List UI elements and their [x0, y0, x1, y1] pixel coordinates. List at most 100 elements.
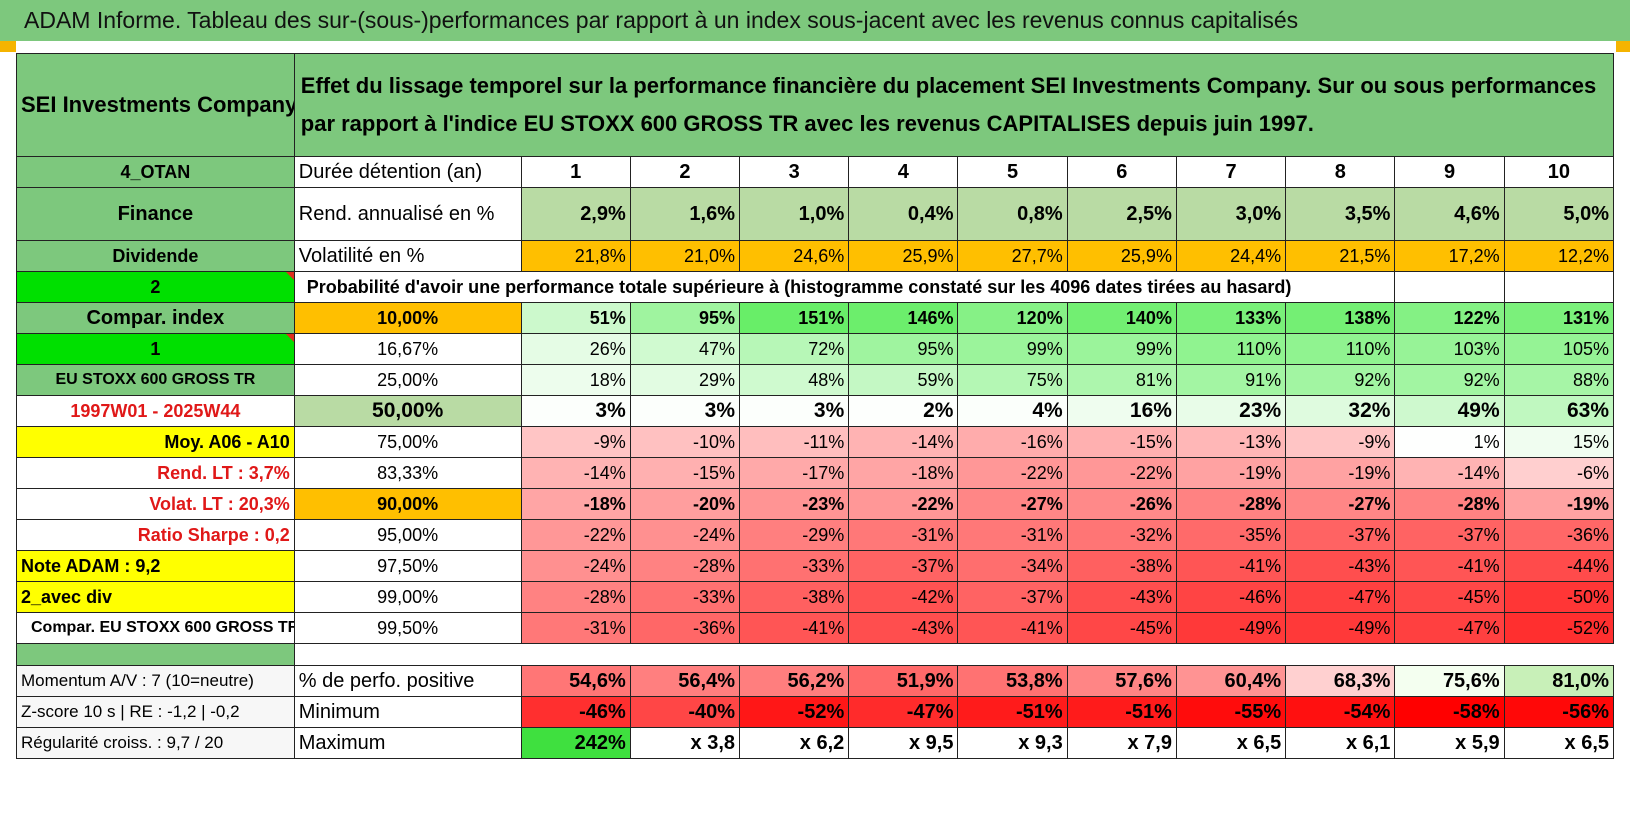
quantile-cell: -19% — [1175, 457, 1287, 489]
quantile-cell: -37% — [1394, 519, 1505, 551]
quantile-cell: -31% — [957, 519, 1068, 551]
quantile-cell: 59% — [848, 364, 959, 396]
corner-marker-left — [0, 41, 16, 52]
quantile-cell: -9% — [1285, 426, 1396, 458]
rend-value: 1,0% — [739, 187, 850, 241]
volat-lt-label: Volat. LT : 20,3% — [16, 488, 295, 520]
quantile-cell: 95% — [848, 333, 959, 365]
rend-value: 0,4% — [848, 187, 959, 241]
volat-value: 12,2% — [1503, 240, 1615, 272]
corner-marker-right — [1616, 41, 1630, 52]
quantile-cell: 63% — [1503, 395, 1615, 427]
quantile-cell: -41% — [1175, 550, 1287, 582]
table-description: Effet du lissage temporel sur la perform… — [293, 53, 1615, 157]
quantile-cell: -29% — [739, 519, 850, 551]
year-header: 9 — [1394, 156, 1505, 188]
maximum-cell: x 6,1 — [1285, 727, 1396, 759]
sector-finance: Finance — [16, 187, 295, 241]
minimum-cell: -47% — [848, 696, 959, 728]
category-otan: 4_OTAN — [16, 156, 295, 188]
selector-one[interactable]: 1 — [16, 333, 295, 365]
quantile-cell: -41% — [1394, 550, 1505, 582]
quantile-cell: -36% — [629, 612, 741, 644]
quantile-cell: -10% — [629, 426, 741, 458]
quantile-cell: -13% — [1175, 426, 1287, 458]
quantile-label: 90,00% — [293, 488, 522, 520]
quantile-label: 83,33% — [293, 457, 522, 489]
dividend-label: Dividende — [16, 240, 295, 272]
quantile-cell: -28% — [629, 550, 741, 582]
quantile-cell: 92% — [1394, 364, 1505, 396]
minimum-cell: -51% — [1066, 696, 1177, 728]
quantile-cell: -38% — [739, 581, 850, 613]
year-header: 5 — [957, 156, 1068, 188]
quantile-cell: -28% — [520, 581, 631, 613]
quantile-cell: -43% — [1285, 550, 1396, 582]
rend-value: 2,5% — [1066, 187, 1177, 241]
maximum-cell: x 6,2 — [739, 727, 850, 759]
quantile-label: 25,00% — [293, 364, 522, 396]
rend-value: 0,8% — [957, 187, 1068, 241]
perf-pos-cell: 60,4% — [1175, 665, 1287, 697]
quantile-cell: 3% — [629, 395, 741, 427]
quantile-cell: 1% — [1394, 426, 1505, 458]
quantile-cell: 75% — [957, 364, 1068, 396]
quantile-cell: -27% — [1285, 488, 1396, 520]
index-name: EU STOXX 600 GROSS TR — [16, 364, 295, 396]
quantile-cell: 103% — [1394, 333, 1505, 365]
probability-caption: Probabilité d'avoir une performance tota… — [293, 271, 1395, 303]
minimum-cell: -46% — [520, 696, 631, 728]
quantile-cell: -15% — [629, 457, 741, 489]
perf-pos-label: % de perfo. positive — [293, 665, 522, 697]
quantile-label: 50,00% — [293, 395, 522, 427]
quantile-cell: -28% — [1175, 488, 1287, 520]
volat-value: 21,5% — [1285, 240, 1396, 272]
rend-value: 2,9% — [520, 187, 631, 241]
quantile-cell: 151% — [739, 302, 850, 334]
quantile-cell: -34% — [957, 550, 1068, 582]
rend-value: 4,6% — [1394, 187, 1505, 241]
rend-lt-label: Rend. LT : 3,7% — [16, 457, 295, 489]
maximum-cell: x 9,5 — [848, 727, 959, 759]
note-adam-label: Note ADAM : 9,2 — [16, 550, 295, 582]
quantile-cell: 47% — [629, 333, 741, 365]
maximum-cell: x 7,9 — [1066, 727, 1177, 759]
quantile-label: 10,00% — [293, 302, 522, 334]
year-header: 7 — [1175, 156, 1287, 188]
quantile-cell: -14% — [520, 457, 631, 489]
compar-index-label: Compar. index — [16, 302, 295, 334]
compar-full-label: Compar. EU STOXX 600 GROSS TR — [16, 612, 295, 644]
year-header: 1 — [520, 156, 631, 188]
maximum-cell: x 6,5 — [1175, 727, 1287, 759]
perf-pos-cell: 51,9% — [848, 665, 959, 697]
minimum-cell: -58% — [1394, 696, 1505, 728]
minimum-cell: -55% — [1175, 696, 1287, 728]
sharpe-label: Ratio Sharpe : 0,2 — [16, 519, 295, 551]
perf-pos-cell: 56,4% — [629, 665, 741, 697]
performance-table: SEI Investments Company Effet du lissage… — [16, 53, 1615, 759]
quantile-cell: 99% — [1066, 333, 1177, 365]
quantile-cell: -52% — [1503, 612, 1615, 644]
rend-label: Rend. annualisé en % — [293, 187, 522, 241]
regularite-label: Régularité croiss. : 9,7 / 20 — [16, 727, 295, 759]
volat-value: 24,4% — [1175, 240, 1287, 272]
quantile-cell: -45% — [1394, 581, 1505, 613]
quantile-cell: -46% — [1175, 581, 1287, 613]
zscore-label: Z-score 10 s | RE : -1,2 | -0,2 — [16, 696, 295, 728]
quantile-cell: -45% — [1066, 612, 1177, 644]
year-header: 3 — [739, 156, 850, 188]
quantile-cell: 23% — [1175, 395, 1287, 427]
year-header: 4 — [848, 156, 959, 188]
quantile-cell: -31% — [520, 612, 631, 644]
quantile-cell: 26% — [520, 333, 631, 365]
quantile-cell: -15% — [1066, 426, 1177, 458]
quantile-cell: -22% — [520, 519, 631, 551]
quantile-cell: 72% — [739, 333, 850, 365]
selector-two[interactable]: 2 — [16, 271, 295, 303]
quantile-label: 95,00% — [293, 519, 522, 551]
quantile-cell: 3% — [520, 395, 631, 427]
quantile-cell: -22% — [1066, 457, 1177, 489]
quantile-cell: -27% — [957, 488, 1068, 520]
quantile-cell: 122% — [1394, 302, 1505, 334]
quantile-cell: 92% — [1285, 364, 1396, 396]
